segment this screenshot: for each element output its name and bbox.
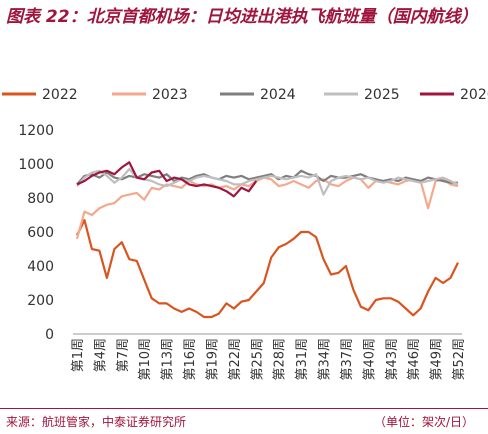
x-tick-label: 第52周 [452, 338, 467, 381]
x-tick-label: 第28周 [273, 338, 288, 381]
x-tick-label: 第25周 [250, 338, 265, 381]
x-tick-label: 第31周 [295, 338, 310, 381]
y-tick-label: 0 [45, 327, 54, 343]
x-tick-label: 第46周 [407, 338, 422, 381]
legend-label: 2022 [42, 87, 78, 103]
x-tick-label: 第7周 [116, 338, 131, 372]
y-tick-label: 200 [27, 293, 54, 309]
legend-label: 2025 [364, 87, 400, 103]
legend-label: 2026 [460, 87, 488, 103]
series-line [76, 161, 258, 198]
x-tick-label: 第37周 [340, 338, 355, 381]
x-tick-label: 第13周 [161, 338, 176, 381]
y-tick-label: 400 [27, 259, 54, 275]
series-line [75, 176, 459, 240]
x-tick-label: 第22周 [228, 338, 243, 381]
x-tick-label: 第49周 [430, 338, 445, 381]
legend-label: 2024 [260, 87, 296, 103]
x-tick-label: 第40周 [362, 338, 377, 381]
x-tick-label: 第4周 [93, 338, 108, 372]
legend-label: 2023 [152, 87, 188, 103]
unit-note: （单位：架次/日） [373, 415, 474, 429]
y-tick-label: 1000 [18, 157, 54, 173]
x-tick-label: 第1周 [71, 338, 86, 372]
x-tick-label: 第16周 [183, 338, 198, 381]
y-tick-label: 800 [27, 191, 54, 207]
footer: 来源：航班管家，中泰证券研究所 （单位：架次/日） [0, 408, 488, 429]
chart-title: 图表 22：北京首都机场：日均进出港执飞航班量（国内航线） [6, 7, 478, 27]
y-tick-label: 1200 [18, 123, 54, 139]
source: 来源：航班管家，中泰证券研究所 [6, 415, 187, 429]
y-tick-label: 600 [27, 225, 54, 241]
x-tick-label: 第43周 [385, 338, 400, 381]
x-tick-label: 第19周 [205, 338, 220, 381]
x-tick-label: 第10周 [138, 338, 153, 381]
x-tick-label: 第34周 [318, 338, 333, 381]
series-line [76, 219, 459, 319]
